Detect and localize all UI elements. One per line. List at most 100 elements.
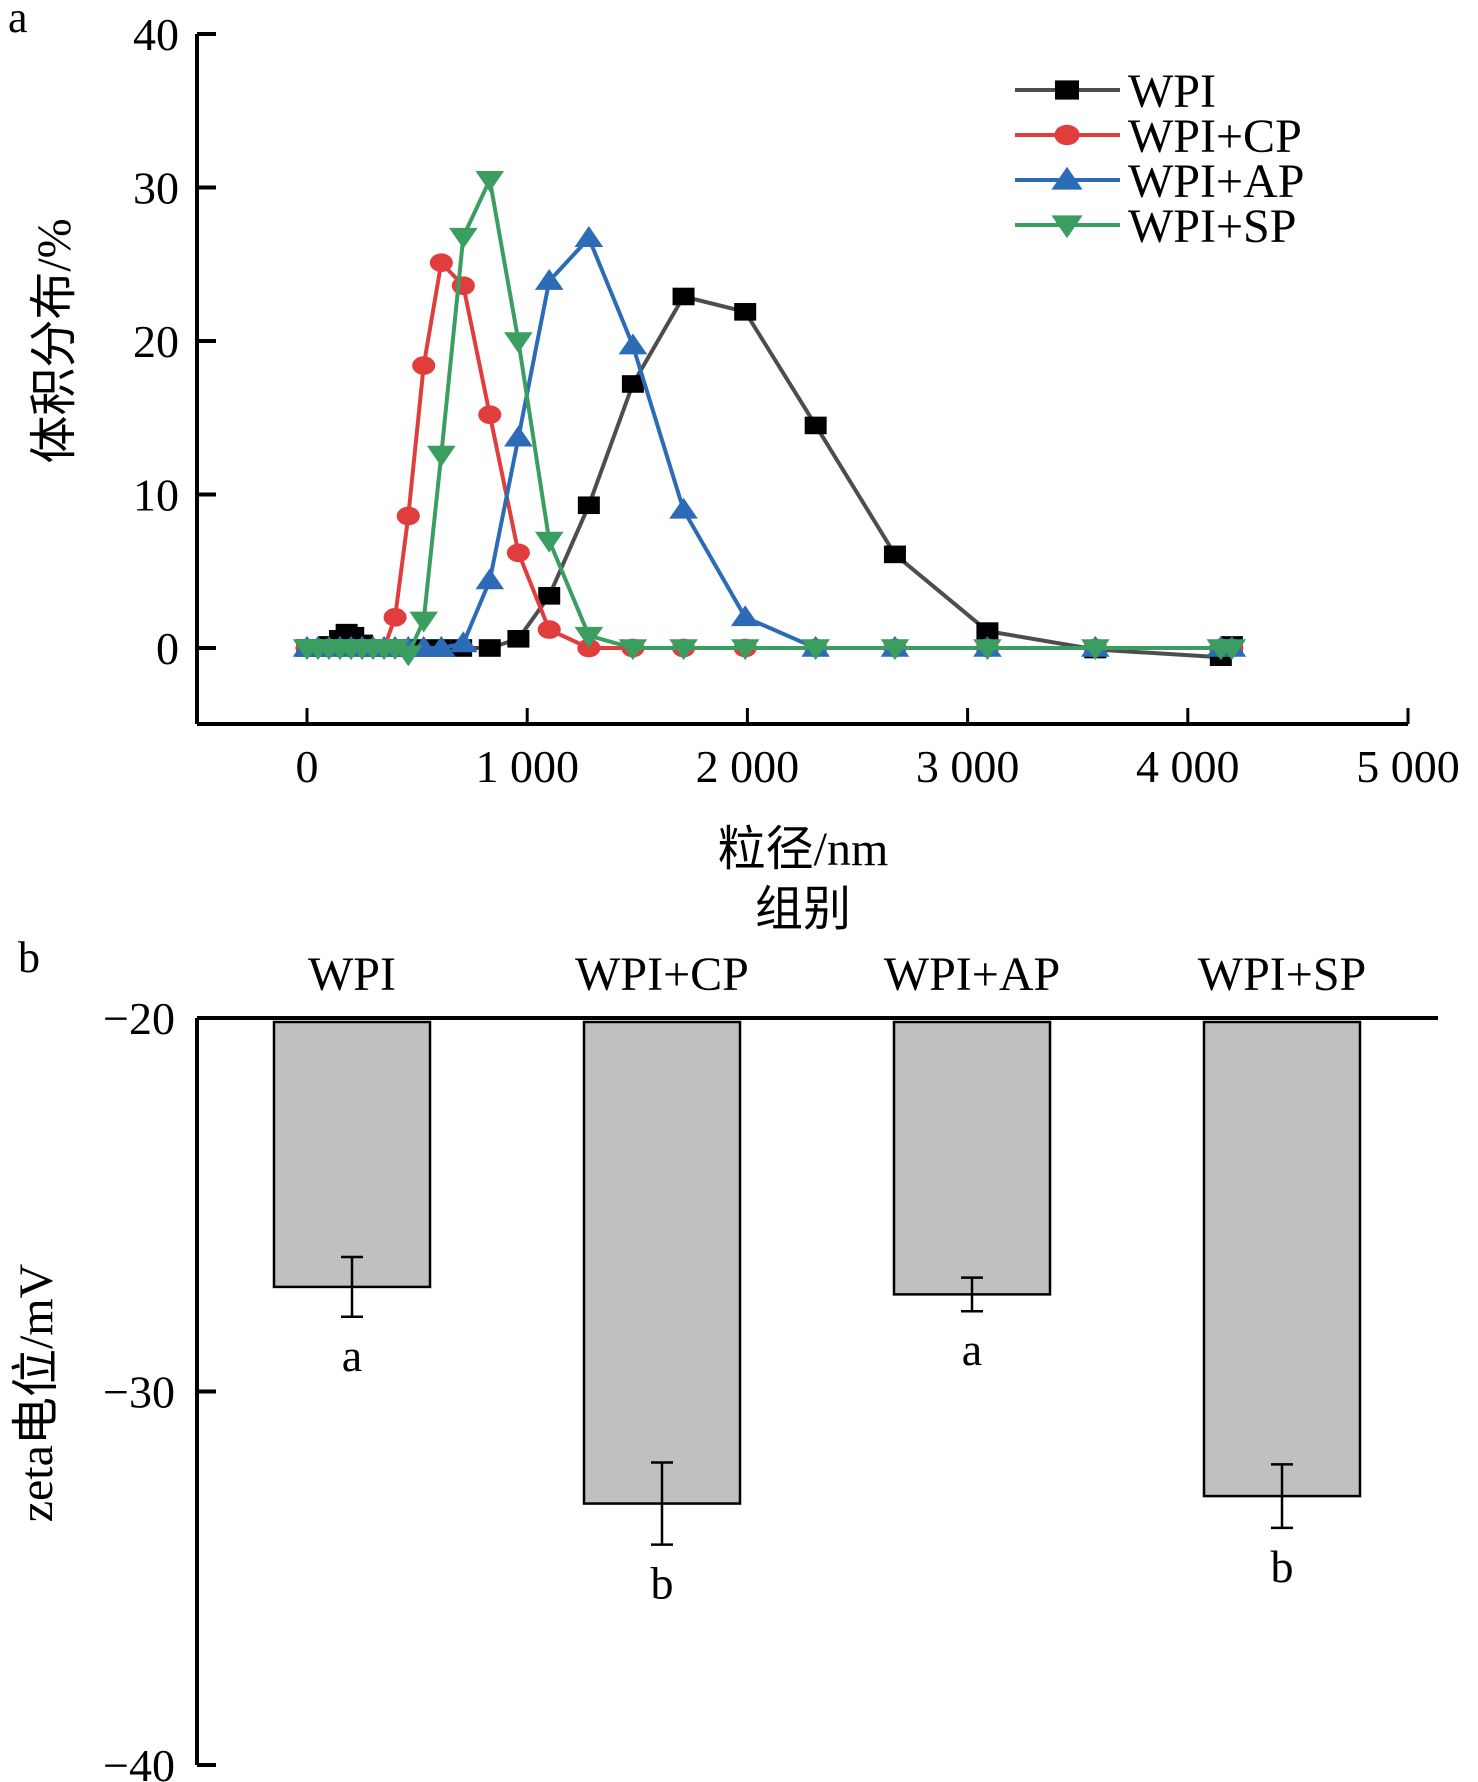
bar-category-label: WPI+SP <box>1198 948 1366 1001</box>
marker-triangle-down <box>1217 639 1247 661</box>
marker-square <box>1055 80 1079 100</box>
marker-triangle-up <box>669 497 698 519</box>
series-line <box>307 294 1234 660</box>
marker-triangle-down <box>1081 639 1110 661</box>
x-tick-label: 2 000 <box>696 741 800 792</box>
marker-circle <box>451 276 475 296</box>
panel-a-series <box>292 171 1247 667</box>
legend-label: WPI+AP <box>1128 155 1304 208</box>
marker-triangle-down <box>618 639 648 661</box>
bar-y-tick-label: −40 <box>103 1740 175 1782</box>
marker-triangle-down <box>409 611 439 633</box>
bar <box>892 1020 1052 1296</box>
marker-triangle-up <box>618 333 648 355</box>
y-tick-label: 30 <box>133 163 179 214</box>
marker-triangle-down <box>449 227 478 249</box>
panel-b-bars: WPI a WPI+CP b WPI+AP a WPI+SP b <box>272 948 1366 1609</box>
marker-triangle-down <box>973 639 1002 661</box>
significance-label: b <box>651 1558 674 1609</box>
marker-square <box>577 496 600 515</box>
marker-circle <box>506 543 530 563</box>
y-tick-label: 20 <box>133 316 179 367</box>
marker-circle <box>383 607 407 627</box>
marker-circle <box>478 405 502 425</box>
marker-triangle-down <box>1051 215 1083 239</box>
marker-triangle-down <box>380 639 410 661</box>
series-line <box>307 236 1232 650</box>
bar-category-label: WPI <box>308 948 396 1001</box>
y-tick-label: 40 <box>133 9 179 60</box>
x-tick-label: 5 000 <box>1356 741 1460 792</box>
marker-triangle-down <box>801 639 830 661</box>
y-tick-label: 10 <box>133 470 179 521</box>
marker-triangle-down <box>730 639 760 661</box>
bar <box>1202 1020 1362 1498</box>
marker-triangle-up <box>504 425 533 447</box>
marker-triangle-up <box>574 226 604 247</box>
marker-triangle-down <box>880 639 910 661</box>
bar-category-label: WPI+CP <box>575 948 749 1001</box>
y-tick-label: 0 <box>156 623 179 674</box>
bar-y-tick-label: −30 <box>103 1367 175 1418</box>
marker-square <box>883 545 906 564</box>
bar-group-wpi-plus-sp: WPI+SP b <box>1198 948 1366 1592</box>
marker-circle <box>577 638 601 658</box>
marker-triangle-down <box>393 645 423 667</box>
marker-square <box>672 287 695 306</box>
y-axis-title: 体积分布/% <box>28 218 81 463</box>
marker-triangle-down <box>669 639 698 661</box>
panel-label-a: a <box>8 0 28 42</box>
marker-triangle-up <box>1051 166 1083 190</box>
marker-triangle-up <box>427 635 456 657</box>
legend-item: WPI <box>1015 65 1216 118</box>
legend-label: WPI+SP <box>1128 200 1296 253</box>
bar-y-tick-label: −20 <box>103 993 175 1044</box>
marker-square <box>976 622 999 640</box>
marker-circle <box>537 620 561 639</box>
marker-triangle-up <box>449 631 478 653</box>
bar-group-wpi-plus-cp: WPI+CP b <box>575 948 749 1609</box>
significance-label: b <box>1271 1541 1294 1592</box>
panel-label-b: b <box>18 933 40 982</box>
x-tick-label: 3 000 <box>916 741 1020 792</box>
marker-triangle-up <box>534 269 564 290</box>
significance-label: a <box>342 1330 362 1381</box>
bar-y-axis-title: zeta电位/mV <box>10 1263 63 1522</box>
marker-triangle-up <box>730 605 760 627</box>
bar-group-wpi: WPI a <box>272 948 432 1381</box>
series-line <box>307 177 1232 657</box>
x-axis-title: 粒径/nm <box>718 823 889 876</box>
marker-square <box>621 375 644 393</box>
marker-triangle-down <box>475 171 505 192</box>
significance-label: a <box>962 1324 982 1375</box>
marker-circle <box>429 253 453 273</box>
bar-group-wpi-plus-ap: WPI+AP a <box>884 948 1060 1375</box>
marker-circle <box>396 506 420 526</box>
marker-triangle-down <box>504 332 533 354</box>
panel-b-bar-chart: b 组别 −20 −30 −40 WPI a WPI+CP b WPI+AP a WPI+SP b… <box>10 883 1438 1782</box>
legend-label: WPI+CP <box>1128 110 1302 163</box>
legend-item: WPI+AP <box>1015 155 1304 208</box>
marker-circle <box>1054 124 1080 146</box>
x-tick-label: 0 <box>296 741 319 792</box>
marker-square <box>478 639 501 657</box>
series-wpi-plus-sp <box>292 171 1247 667</box>
bar <box>272 1020 432 1289</box>
marker-square <box>507 629 530 648</box>
marker-triangle-up <box>475 568 505 590</box>
panel-a-axes: 0 10 20 30 40 0 1 000 2 000 3 000 4 000 5 000 <box>133 9 1460 792</box>
marker-circle <box>412 356 436 375</box>
legend-item: WPI+SP <box>1015 200 1296 253</box>
marker-square <box>734 303 757 321</box>
marker-triangle-down <box>534 531 564 553</box>
bar-category-label: WPI+AP <box>884 948 1060 1001</box>
x-tick-label: 4 000 <box>1136 741 1240 792</box>
legend-item: WPI+CP <box>1015 110 1302 163</box>
panel-b-axes: −20 −30 −40 <box>103 993 1438 1782</box>
legend-label: WPI <box>1128 65 1216 118</box>
marker-triangle-down <box>574 626 604 648</box>
marker-square <box>804 416 827 435</box>
marker-triangle-down <box>427 445 456 467</box>
x-tick-label: 1 000 <box>475 741 579 792</box>
